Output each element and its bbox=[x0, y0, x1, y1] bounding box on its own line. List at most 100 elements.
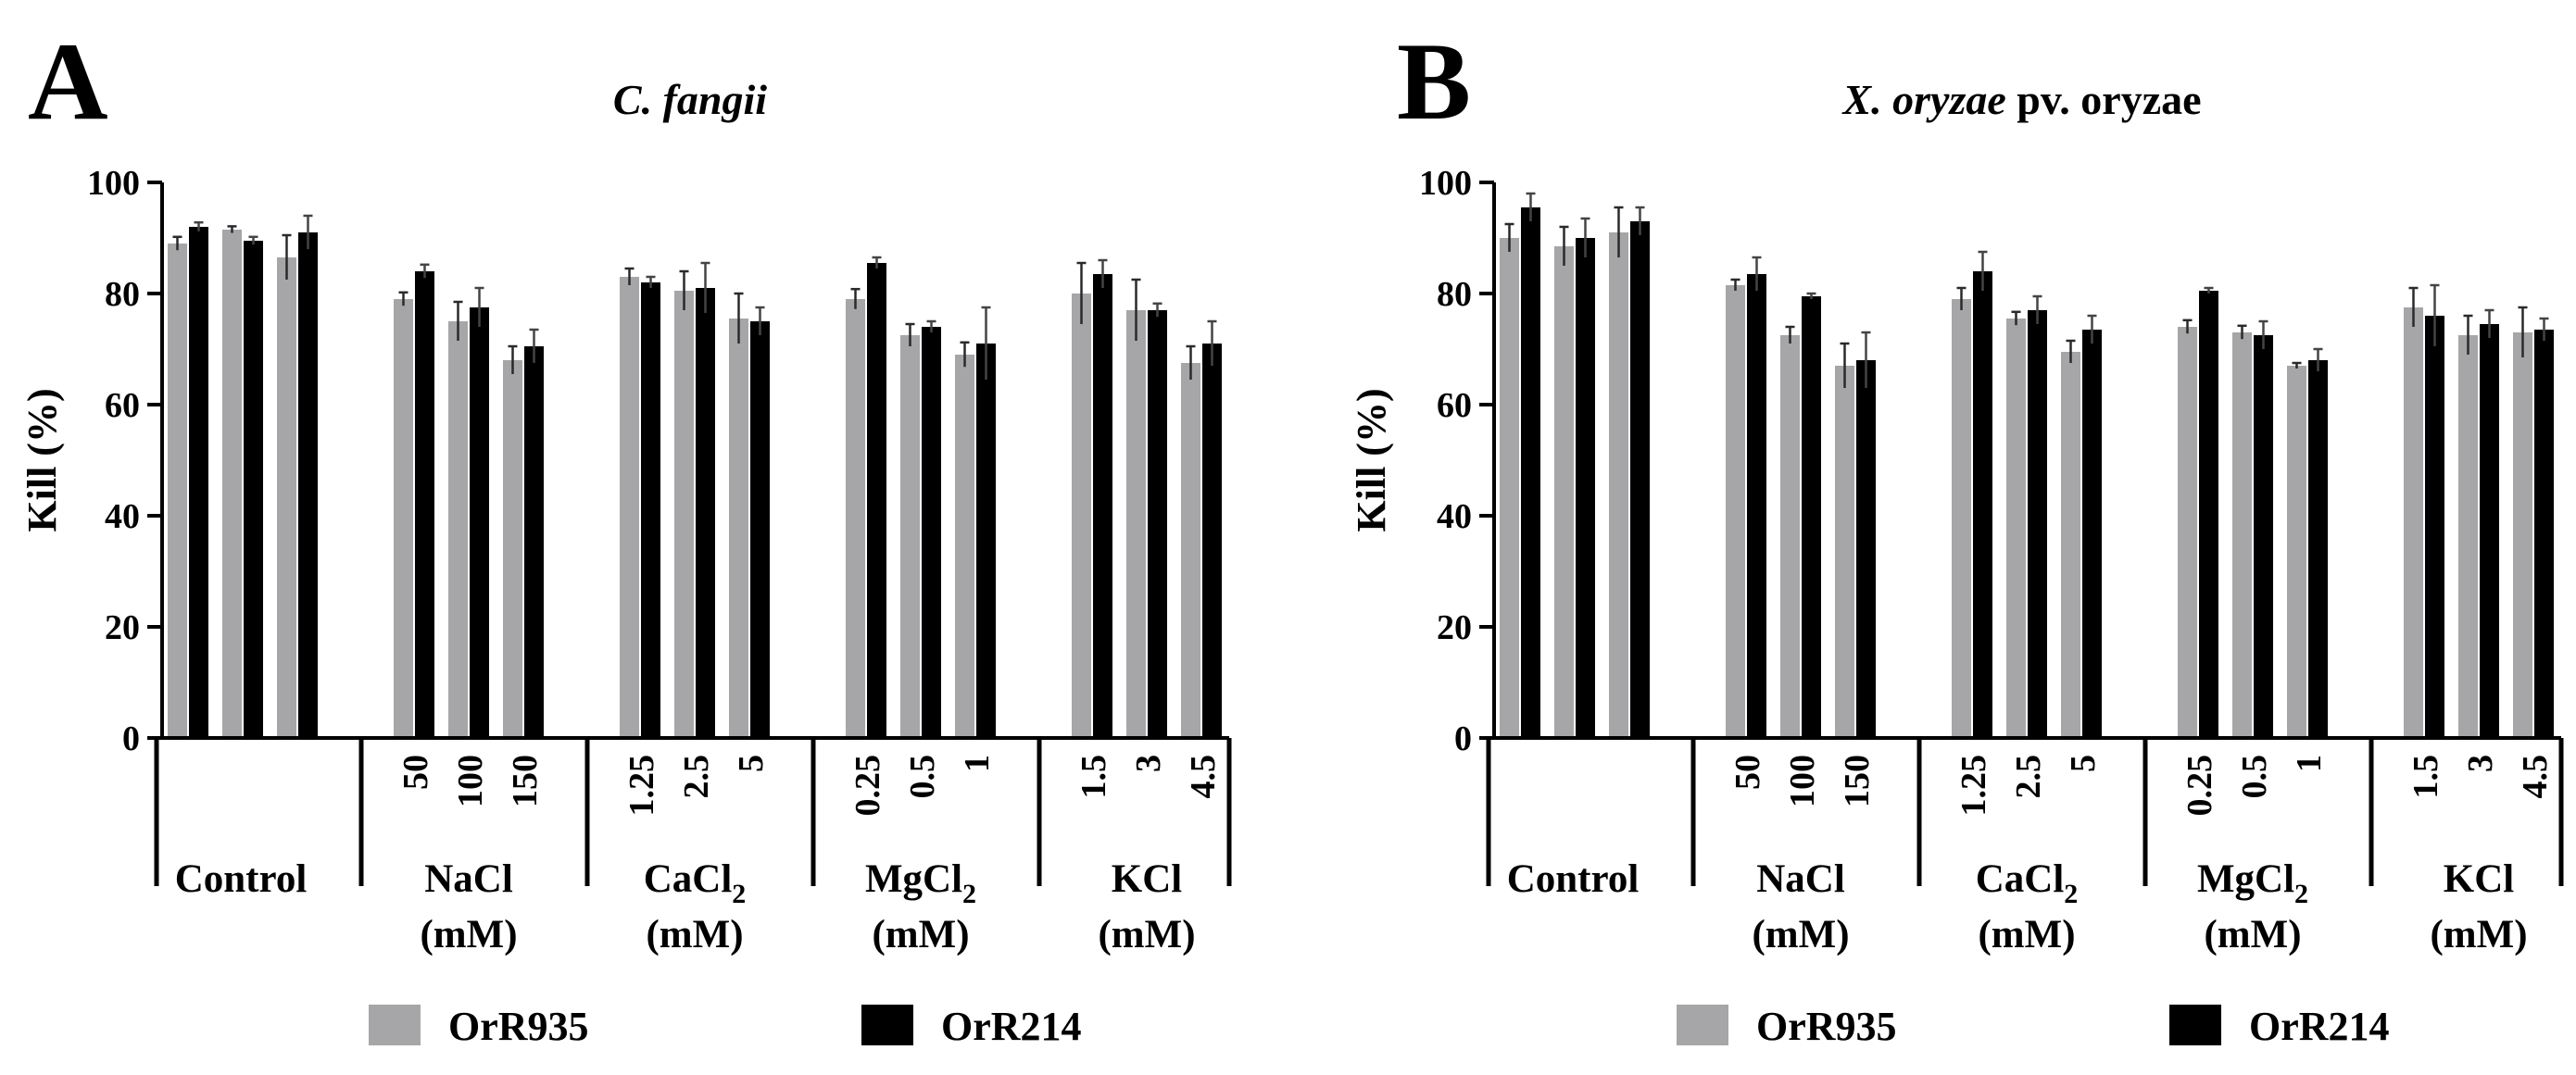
bar-orr935 bbox=[1835, 366, 1854, 738]
bar-orr935 bbox=[2061, 352, 2080, 738]
group-unit-label: (mM) bbox=[872, 913, 969, 956]
bar-orr935 bbox=[2404, 307, 2423, 738]
error-bar bbox=[2313, 347, 2323, 371]
bar-orr935 bbox=[1554, 246, 1574, 738]
bar-orr214 bbox=[470, 307, 489, 738]
y-tick-label: 100 bbox=[87, 164, 140, 203]
group-label: NaCl bbox=[1756, 857, 1845, 901]
bar-orr214 bbox=[2425, 316, 2444, 738]
bar-orr214 bbox=[696, 288, 715, 738]
group-unit-label: (mM) bbox=[2204, 913, 2301, 956]
concentration-label: 5 bbox=[732, 755, 771, 772]
error-bar bbox=[474, 286, 484, 327]
concentration-label: 1.25 bbox=[622, 755, 661, 817]
error-bar bbox=[1635, 206, 1645, 235]
bar-orr935 bbox=[2006, 319, 2026, 738]
error-bar bbox=[646, 275, 656, 288]
error-bar bbox=[529, 328, 539, 363]
concentration-label: 100 bbox=[1783, 755, 1822, 807]
error-bar bbox=[2182, 319, 2193, 334]
group-unit-label: (mM) bbox=[1752, 913, 1849, 956]
bar-orr935 bbox=[1609, 232, 1628, 738]
chart-title: X. oryzae pv. oryzae bbox=[1841, 76, 2201, 123]
bar-orr214 bbox=[1093, 274, 1112, 738]
legend-swatch bbox=[861, 1005, 913, 1045]
error-bar bbox=[1752, 256, 1762, 291]
error-bar bbox=[926, 319, 936, 332]
concentration-label: 3 bbox=[2461, 755, 2500, 772]
error-bar bbox=[303, 214, 313, 249]
error-bar bbox=[2463, 314, 2473, 355]
bar-orr935 bbox=[503, 360, 522, 738]
group-label-main: KCl bbox=[2444, 857, 2515, 901]
group-label: MgCl2 bbox=[865, 857, 976, 909]
group-unit-label: (mM) bbox=[646, 913, 743, 956]
bar-orr214 bbox=[2308, 360, 2328, 738]
error-bar bbox=[2204, 286, 2214, 294]
error-bar bbox=[960, 341, 970, 368]
bar-orr214 bbox=[2254, 335, 2273, 738]
legend-label: OrR935 bbox=[1756, 1004, 1897, 1049]
bar-orr214 bbox=[867, 263, 886, 738]
bar-orr935 bbox=[2458, 335, 2478, 738]
bar-orr935 bbox=[674, 291, 694, 738]
group-label: KCl bbox=[1112, 857, 1183, 901]
error-bar bbox=[2518, 306, 2528, 357]
error-bar bbox=[2087, 314, 2097, 344]
group-label: NaCl bbox=[424, 857, 513, 901]
chart-title-italic: X. oryzae bbox=[1841, 76, 2005, 123]
panel-letter: A bbox=[28, 19, 108, 143]
panel-letter: B bbox=[1397, 19, 1471, 143]
bar-orr214 bbox=[1973, 271, 1992, 738]
error-bar bbox=[2292, 361, 2302, 369]
y-tick-label: 0 bbox=[1454, 719, 1472, 758]
y-tick-label: 20 bbox=[1437, 608, 1472, 647]
bar-orr935 bbox=[1952, 299, 1971, 738]
bar-orr214 bbox=[750, 321, 770, 738]
chart-title-italic: C. fangii bbox=[613, 76, 767, 123]
error-bar bbox=[2539, 317, 2549, 341]
error-bar bbox=[453, 300, 463, 341]
bar-orr214 bbox=[976, 344, 996, 738]
concentration-label: 2.5 bbox=[2009, 755, 2048, 799]
legend-label: OrR214 bbox=[2249, 1004, 2390, 1049]
group-label-subscript: 2 bbox=[2064, 879, 2078, 909]
chart-title: C. fangii bbox=[613, 76, 767, 123]
concentration-label: 1 bbox=[2290, 755, 2329, 772]
bar-orr214 bbox=[2082, 330, 2102, 738]
concentration-label: 1.25 bbox=[1954, 755, 1993, 817]
bar-orr935 bbox=[620, 277, 639, 738]
error-bar bbox=[227, 225, 237, 233]
bar-orr935 bbox=[729, 319, 748, 738]
concentration-label: 5 bbox=[2064, 755, 2103, 772]
legend-swatch bbox=[369, 1005, 421, 1045]
bar-orr935 bbox=[2513, 332, 2532, 738]
group-label-main: NaCl bbox=[1756, 857, 1845, 901]
bar-orr214 bbox=[922, 327, 941, 738]
error-bar bbox=[624, 267, 635, 285]
bar-orr214 bbox=[2199, 291, 2218, 738]
group-label-subscript: 2 bbox=[2294, 879, 2308, 909]
bar-orr935 bbox=[222, 230, 242, 738]
group-label-main: MgCl bbox=[865, 857, 962, 901]
error-bar bbox=[2032, 294, 2042, 324]
group-label-main: KCl bbox=[1112, 857, 1183, 901]
group-label-main: MgCl bbox=[2197, 857, 2294, 901]
error-bar bbox=[508, 344, 518, 374]
error-bar bbox=[1131, 278, 1141, 341]
bar-orr214 bbox=[2480, 324, 2499, 738]
group-unit-label: (mM) bbox=[1978, 913, 2075, 956]
chart-title-rest: pv. oryzae bbox=[2006, 76, 2202, 123]
error-bar bbox=[2408, 286, 2419, 327]
group-unit-label: (mM) bbox=[1098, 913, 1195, 956]
error-bar bbox=[1978, 250, 1988, 291]
concentration-label: 2.5 bbox=[677, 755, 716, 799]
concentration-label: 3 bbox=[1129, 755, 1168, 772]
bar-orr214 bbox=[2534, 330, 2554, 738]
concentration-label: 100 bbox=[451, 755, 490, 807]
bar-orr214 bbox=[2028, 310, 2047, 738]
bar-orr214 bbox=[641, 282, 660, 738]
bar-orr935 bbox=[2232, 332, 2252, 738]
